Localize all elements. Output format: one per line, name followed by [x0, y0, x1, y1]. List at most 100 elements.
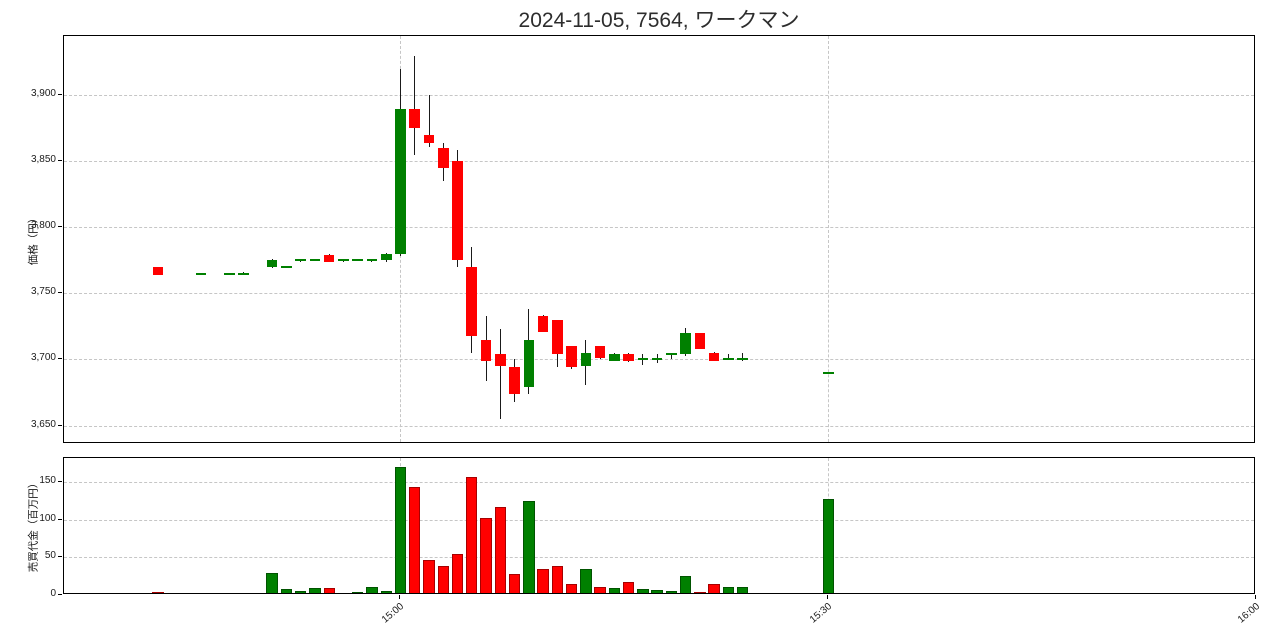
volume-gridline — [64, 482, 1254, 484]
volume-bar — [708, 584, 720, 593]
volume-bar — [608, 588, 621, 593]
candle-body — [651, 358, 663, 361]
volume-bar — [537, 569, 549, 593]
candle-body — [708, 352, 720, 361]
candle-body — [152, 267, 164, 275]
volume-ytick-label: 150 — [39, 475, 56, 487]
candle-wick — [428, 95, 430, 147]
volume-bar — [394, 467, 407, 593]
price-ytick-label: 3,800 — [30, 220, 56, 232]
xtick-label: 15:00 — [380, 601, 407, 626]
candle-wick — [727, 354, 729, 360]
volume-bar — [494, 506, 506, 593]
price-plot — [63, 35, 1255, 443]
price-vertical-gridline — [828, 36, 830, 442]
volume-bar — [480, 518, 492, 593]
volume-bar — [280, 588, 293, 593]
price-gridline — [64, 227, 1254, 229]
volume-bar — [551, 566, 564, 593]
price-ytick-label: 3,850 — [30, 154, 56, 166]
candle-body — [352, 259, 364, 262]
volume-bar — [294, 591, 307, 593]
candle-wick — [499, 329, 501, 419]
candle-body — [281, 266, 292, 269]
volume-bar — [323, 588, 335, 593]
candle-body — [295, 259, 306, 262]
volume-ytick-label: 100 — [39, 512, 56, 524]
candle-body — [395, 108, 406, 254]
volume-gridline — [64, 519, 1254, 521]
price-ytick-mark — [58, 292, 62, 294]
volume-bar — [337, 592, 350, 593]
volume-bar — [423, 560, 435, 593]
candle-body — [437, 148, 449, 169]
volume-bar — [679, 576, 692, 593]
price-gridline — [64, 95, 1254, 97]
price-gridline — [64, 293, 1254, 295]
candle-body — [566, 346, 577, 368]
xtick-mark — [827, 595, 829, 599]
candle-body — [423, 135, 435, 143]
volume-ytick-mark — [58, 518, 62, 520]
price-gridline — [64, 161, 1254, 163]
volume-bar — [580, 569, 592, 593]
candle-body — [580, 352, 592, 367]
volume-bar — [651, 590, 663, 593]
candle-body — [238, 272, 249, 275]
volume-bar — [224, 593, 235, 594]
price-ytick-mark — [58, 226, 62, 228]
volume-plot — [63, 457, 1255, 594]
volume-bar — [451, 554, 464, 593]
candle-body — [380, 253, 392, 261]
volume-ytick-mark — [58, 481, 62, 483]
volume-ytick-mark — [58, 556, 62, 558]
volume-bar — [665, 591, 678, 593]
price-ytick-label: 3,650 — [30, 418, 56, 430]
candle-body — [723, 358, 734, 361]
volume-bar — [622, 582, 635, 593]
price-ytick-mark — [58, 424, 62, 426]
xtick-label: 16:00 — [1235, 601, 1263, 626]
candle-body — [822, 371, 834, 374]
candle-body — [552, 319, 563, 355]
volume-bar — [152, 591, 164, 593]
volume-bar — [736, 586, 749, 593]
volume-bar — [722, 587, 735, 593]
candle-body — [509, 367, 520, 394]
price-ytick-mark — [58, 358, 62, 360]
candle-body — [195, 272, 207, 275]
volume-gridline — [64, 557, 1254, 559]
candle-body — [680, 333, 691, 355]
volume-bar — [523, 500, 535, 593]
candle-body — [594, 346, 606, 359]
candle-body — [637, 358, 649, 361]
volume-bar — [409, 487, 421, 593]
candle-body — [266, 260, 278, 268]
candle-body — [466, 267, 478, 336]
candle-body — [523, 339, 535, 388]
candle-body — [537, 315, 549, 332]
candle-wick — [742, 352, 744, 361]
volume-ytick-label: 0 — [50, 588, 56, 599]
candle-body — [366, 259, 378, 262]
candle-body — [495, 354, 506, 367]
volume-bar — [594, 586, 606, 593]
candle-body — [694, 333, 706, 349]
candle-body — [323, 255, 335, 262]
volume-bar — [437, 566, 449, 593]
volume-bar — [565, 584, 578, 593]
xtick-mark — [1255, 595, 1256, 599]
candle-wick — [414, 55, 416, 155]
volume-bar — [366, 586, 378, 593]
candle-body — [609, 354, 620, 361]
price-ytick-label: 3,900 — [30, 88, 56, 100]
price-gridline — [64, 425, 1254, 427]
candle-body — [737, 358, 748, 361]
price-ytick-mark — [58, 94, 62, 96]
xtick-label: 15:30 — [808, 601, 835, 626]
candle-body — [309, 259, 321, 262]
volume-bar — [822, 499, 834, 593]
candle-body — [623, 354, 634, 361]
volume-bar — [508, 573, 521, 593]
